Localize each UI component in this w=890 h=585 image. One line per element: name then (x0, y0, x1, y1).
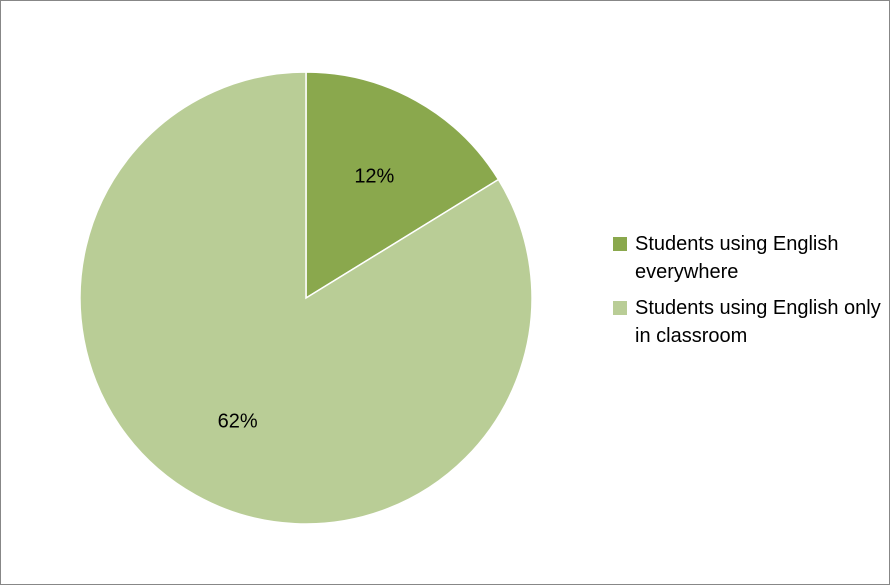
pie-data-labels: 12% 62% (218, 166, 395, 433)
legend-swatch-english-classroom (613, 301, 627, 315)
legend-item-english-classroom: Students using English only in classroom (613, 294, 885, 350)
pie-slice-1 (79, 71, 533, 525)
legend-swatch-english-everywhere (613, 237, 627, 251)
pie-data-label-0: 12% (354, 166, 394, 188)
pie-slice-0 (305, 71, 500, 300)
legend: Students using English everywhere Studen… (613, 230, 885, 358)
pie-slices (79, 71, 533, 525)
legend-label-english-classroom: Students using English only in classroom (635, 297, 881, 347)
pie-data-label-1: 62% (218, 410, 258, 432)
legend-item-english-everywhere: Students using English everywhere (613, 230, 885, 286)
legend-label-english-everywhere: Students using English everywhere (635, 233, 839, 283)
